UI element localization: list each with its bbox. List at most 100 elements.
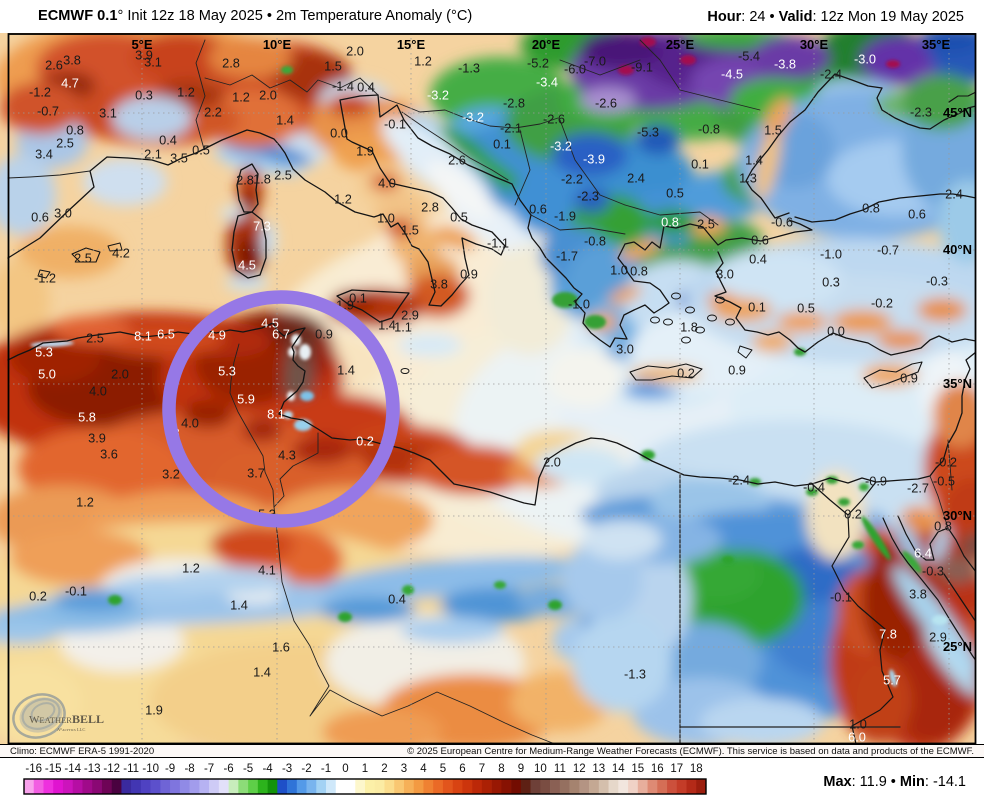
svg-text:0.1: 0.1 <box>349 291 367 306</box>
svg-text:-1.0: -1.0 <box>820 247 842 262</box>
svg-text:WEATHERBELL: WEATHERBELL <box>29 712 104 726</box>
svg-text:2.2: 2.2 <box>204 105 222 120</box>
svg-text:3.4: 3.4 <box>35 147 53 162</box>
svg-text:20°E: 20°E <box>532 37 561 52</box>
svg-text:-2.6: -2.6 <box>595 96 617 111</box>
svg-text:3.5: 3.5 <box>170 151 188 166</box>
svg-text:0.9: 0.9 <box>900 371 918 386</box>
svg-text:2.5: 2.5 <box>697 217 715 232</box>
svg-text:2.5: 2.5 <box>74 251 92 266</box>
svg-text:3.0: 3.0 <box>716 267 734 282</box>
svg-text:3.2: 3.2 <box>162 467 180 482</box>
svg-text:0.2: 0.2 <box>844 507 862 522</box>
svg-text:-2.1: -2.1 <box>500 121 522 136</box>
svg-text:0.1: 0.1 <box>748 300 766 315</box>
svg-text:4.1: 4.1 <box>258 563 276 578</box>
svg-text:1.9: 1.9 <box>145 703 163 718</box>
svg-text:4.3: 4.3 <box>278 448 296 463</box>
svg-text:2.5: 2.5 <box>56 136 74 151</box>
svg-text:25°E: 25°E <box>666 37 695 52</box>
svg-text:-0.4: -0.4 <box>803 480 825 495</box>
svg-text:-2.3: -2.3 <box>577 189 599 204</box>
svg-text:1.4: 1.4 <box>378 318 396 333</box>
svg-text:0.6: 0.6 <box>908 207 926 222</box>
svg-text:0.6: 0.6 <box>751 233 769 248</box>
svg-text:0.9: 0.9 <box>460 267 478 282</box>
svg-text:3.1: 3.1 <box>144 55 162 70</box>
svg-text:0.0: 0.0 <box>330 126 348 141</box>
svg-text:35°E: 35°E <box>922 37 951 52</box>
svg-text:-3.2: -3.2 <box>427 88 449 103</box>
svg-text:6.5: 6.5 <box>157 327 175 342</box>
svg-text:-1.2: -1.2 <box>34 271 56 286</box>
svg-text:0.8: 0.8 <box>66 123 84 138</box>
svg-text:3.8: 3.8 <box>430 277 448 292</box>
svg-text:3.8: 3.8 <box>63 53 81 68</box>
svg-text:1.9: 1.9 <box>356 144 374 159</box>
svg-text:8.1: 8.1 <box>134 329 152 344</box>
svg-text:-2.8: -2.8 <box>503 96 525 111</box>
svg-text:5.3: 5.3 <box>35 345 53 360</box>
svg-text:1.8: 1.8 <box>680 320 698 335</box>
svg-text:-5.2: -5.2 <box>527 56 549 71</box>
svg-text:0.5: 0.5 <box>797 301 815 316</box>
svg-text:2.0: 2.0 <box>111 367 129 382</box>
svg-text:-0.9: -0.9 <box>865 474 887 489</box>
svg-text:-2.3: -2.3 <box>910 105 932 120</box>
svg-text:1.2: 1.2 <box>232 90 250 105</box>
svg-text:3.6: 3.6 <box>100 447 118 462</box>
svg-text:3.1: 3.1 <box>99 106 117 121</box>
svg-text:-0.1: -0.1 <box>384 117 406 132</box>
svg-text:15°E: 15°E <box>397 37 426 52</box>
svg-text:-2.7: -2.7 <box>907 481 929 496</box>
svg-text:-2.4: -2.4 <box>728 473 750 488</box>
svg-text:30°N: 30°N <box>943 508 972 523</box>
svg-text:6.0: 6.0 <box>848 730 866 745</box>
svg-text:0.4: 0.4 <box>749 252 767 267</box>
svg-text:-2.4: -2.4 <box>820 67 842 82</box>
svg-text:0.9: 0.9 <box>315 327 333 342</box>
svg-text:1.4: 1.4 <box>253 665 271 680</box>
svg-text:0.2: 0.2 <box>677 366 695 381</box>
svg-text:-0.7: -0.7 <box>37 104 59 119</box>
svg-text:1.3: 1.3 <box>739 171 757 186</box>
svg-text:0.8: 0.8 <box>661 215 679 230</box>
svg-text:1.5: 1.5 <box>764 123 782 138</box>
svg-text:1.2: 1.2 <box>414 54 432 69</box>
svg-text:2.9: 2.9 <box>401 308 419 323</box>
svg-text:1.6: 1.6 <box>272 640 290 655</box>
svg-text:-1.0: -1.0 <box>568 297 590 312</box>
svg-text:0.1: 0.1 <box>691 157 709 172</box>
svg-text:-0.2: -0.2 <box>871 296 893 311</box>
svg-text:2.6: 2.6 <box>448 153 466 168</box>
svg-text:-0.3: -0.3 <box>922 564 944 579</box>
svg-text:-9.1: -9.1 <box>631 60 653 75</box>
svg-text:1.4: 1.4 <box>337 363 355 378</box>
svg-text:2.4: 2.4 <box>627 171 645 186</box>
svg-text:-1.9: -1.9 <box>554 209 576 224</box>
svg-text:-0.2: -0.2 <box>935 455 957 470</box>
svg-text:2.1: 2.1 <box>144 147 162 162</box>
svg-text:1.0: 1.0 <box>849 717 867 732</box>
svg-text:5.9: 5.9 <box>237 392 255 407</box>
svg-text:7.3: 7.3 <box>253 219 271 234</box>
svg-text:-0.1: -0.1 <box>65 584 87 599</box>
svg-text:6.4: 6.4 <box>914 546 932 561</box>
svg-text:3.7: 3.7 <box>247 466 265 481</box>
svg-text:2.9: 2.9 <box>929 630 947 645</box>
svg-text:1.4: 1.4 <box>230 598 248 613</box>
svg-text:-3.0: -3.0 <box>854 52 876 67</box>
svg-text:2.4: 2.4 <box>945 187 963 202</box>
svg-text:1.1: 1.1 <box>394 320 412 335</box>
svg-text:-2.2: -2.2 <box>561 172 583 187</box>
svg-text:0.8: 0.8 <box>862 201 880 216</box>
svg-text:4.0: 4.0 <box>378 176 396 191</box>
svg-text:3.9: 3.9 <box>88 431 106 446</box>
svg-text:1.5: 1.5 <box>324 59 342 74</box>
svg-text:Aᴴᴀʟʏᴛɪᴄs LLC: Aᴴᴀʟʏᴛɪᴄs LLC <box>57 727 85 732</box>
svg-text:1.0: 1.0 <box>610 263 628 278</box>
svg-text:0.6: 0.6 <box>529 202 547 217</box>
svg-text:4.5: 4.5 <box>238 258 256 273</box>
svg-text:-0.5: -0.5 <box>933 474 955 489</box>
svg-text:0.0: 0.0 <box>827 324 845 339</box>
